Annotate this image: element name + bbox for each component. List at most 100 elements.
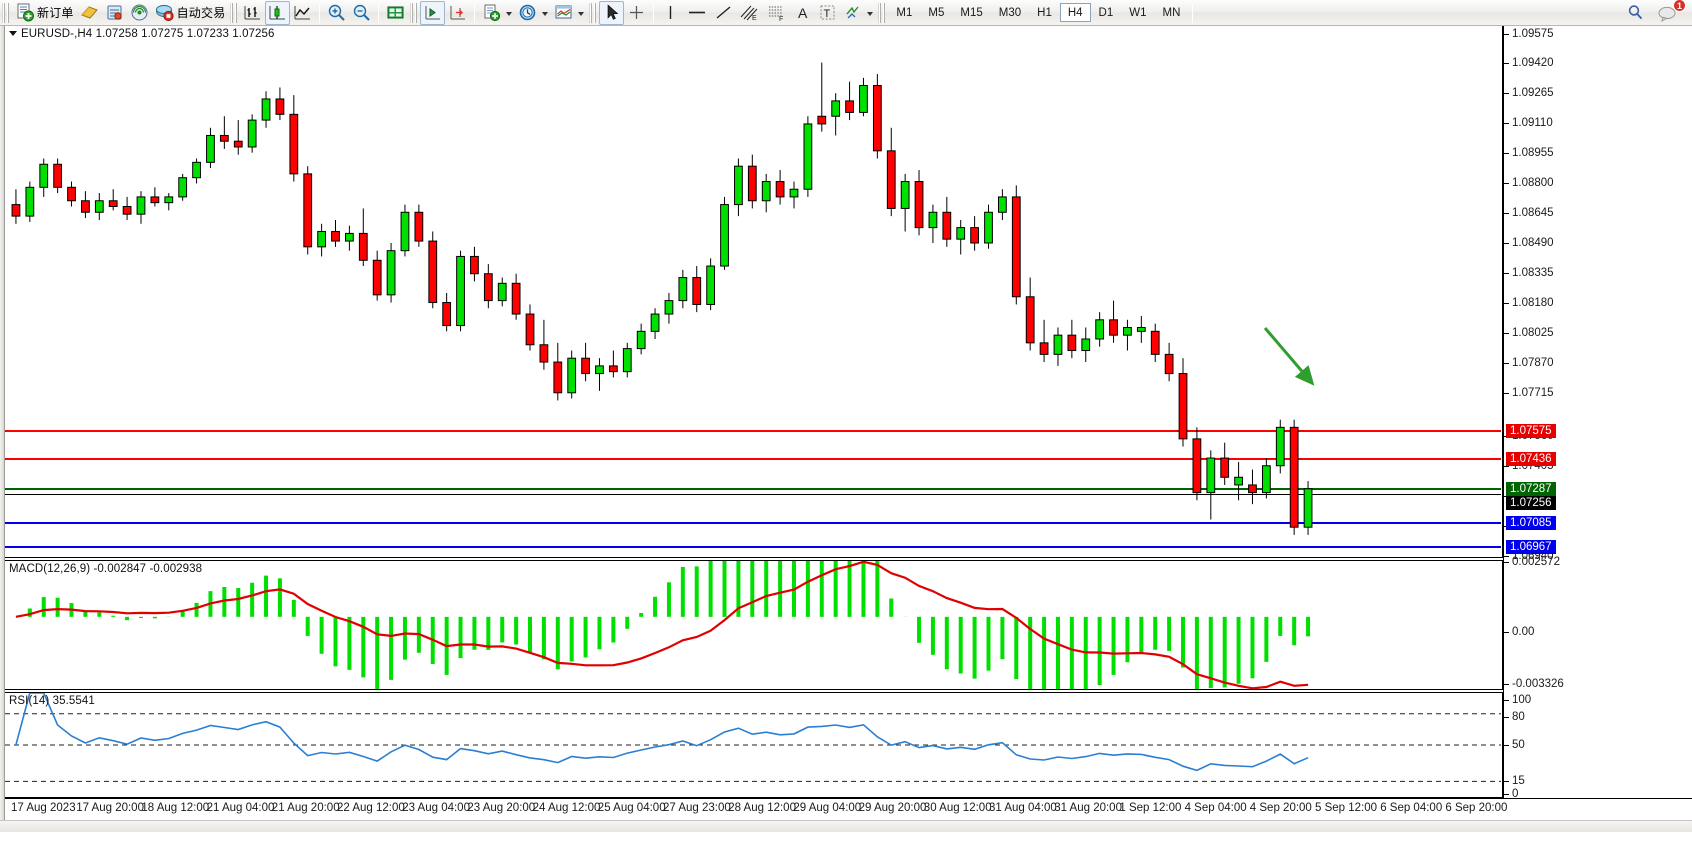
toolbar-separator-templates bbox=[474, 2, 476, 23]
crosshair-icon[interactable] bbox=[624, 1, 649, 25]
macd-pane[interactable]: MACD(12,26,9) -0.002847 -0.002938 bbox=[5, 560, 1503, 690]
time-axis-label: 1 Sep 12:00 bbox=[1119, 802, 1182, 814]
svg-text:F: F bbox=[779, 16, 783, 22]
price-tick: 1.09420 bbox=[1504, 57, 1554, 69]
time-axis-label: 30 Aug 12:00 bbox=[923, 802, 992, 814]
rsi-series bbox=[5, 693, 1501, 782]
toolbar-grip-timeframes[interactable] bbox=[878, 2, 886, 23]
search-icon[interactable] bbox=[1623, 1, 1648, 25]
templates-icon[interactable] bbox=[551, 1, 576, 25]
rsi-tick: 50 bbox=[1504, 739, 1525, 751]
toolbar-separator-zoom bbox=[319, 2, 321, 23]
timeframe-w1[interactable]: W1 bbox=[1129, 6, 1147, 19]
macd-tick: 0.002572 bbox=[1504, 556, 1560, 568]
text-box-icon[interactable]: T bbox=[815, 1, 840, 25]
level-line-black[interactable] bbox=[5, 494, 1501, 495]
time-axis-label: 21 Aug 20:00 bbox=[271, 802, 340, 814]
rsi-tick: 0 bbox=[1503, 788, 1519, 800]
timeframe-d1[interactable]: D1 bbox=[1098, 6, 1114, 19]
toolbar-grip-charttype[interactable] bbox=[230, 2, 238, 23]
price-tick: 1.09265 bbox=[1504, 87, 1554, 99]
timeframe-mn[interactable]: MN bbox=[1162, 6, 1181, 19]
toolbar-grip-drawing[interactable] bbox=[589, 2, 597, 23]
price-tick: 1.09110 bbox=[1504, 117, 1553, 129]
price-pane[interactable]: EURUSD-,H4 1.07258 1.07275 1.07233 1.072… bbox=[5, 26, 1503, 558]
line-chart-icon[interactable] bbox=[290, 1, 315, 25]
tile-windows-icon[interactable] bbox=[383, 1, 408, 25]
level-line-green[interactable] bbox=[5, 488, 1501, 490]
horizontal-line-icon[interactable] bbox=[683, 1, 711, 25]
svg-text:T: T bbox=[824, 8, 831, 20]
history-icon[interactable] bbox=[77, 1, 102, 25]
fibonacci-retracement-icon[interactable]: F bbox=[763, 1, 790, 25]
candlestick-chart-icon[interactable] bbox=[265, 0, 291, 25]
macd-tick: -0.003326 bbox=[1504, 678, 1564, 690]
time-axis-label: 5 Sep 12:00 bbox=[1315, 802, 1378, 814]
toolbar-grip-orders[interactable] bbox=[2, 2, 9, 23]
chart-vertical-scrollbar[interactable] bbox=[0, 26, 5, 832]
chat-badge: 1 bbox=[1673, 0, 1686, 12]
timeframe-m5[interactable]: M5 bbox=[928, 6, 945, 19]
templates-caret-icon[interactable] bbox=[578, 11, 585, 16]
equidistant-channel-icon[interactable]: E bbox=[736, 1, 763, 25]
time-axis-label: 31 Aug 04:00 bbox=[989, 802, 1057, 814]
new-order-label: 新订单 bbox=[37, 6, 74, 20]
chart-window: EURUSD-,H4 1.07258 1.07275 1.07233 1.072… bbox=[0, 26, 1692, 856]
auto-trading-button[interactable]: 自动交易 bbox=[152, 1, 229, 25]
arrow-cursor-icon[interactable] bbox=[599, 0, 625, 25]
indicators-caret-icon[interactable] bbox=[506, 11, 513, 16]
indicators-icon[interactable] bbox=[479, 1, 504, 25]
periods-caret-icon[interactable] bbox=[542, 11, 549, 16]
price-tag-resistance-1: 1.07575 bbox=[1506, 424, 1556, 438]
time-axis-label: 4 Sep 04:00 bbox=[1184, 802, 1247, 814]
timeframe-m1[interactable]: M1 bbox=[896, 6, 913, 19]
symbol-info-label[interactable]: EURUSD-,H4 1.07258 1.07275 1.07233 1.072… bbox=[9, 28, 275, 40]
time-axis-label: 17 Aug 20:00 bbox=[76, 802, 144, 814]
price-tag-resistance-2: 1.07436 bbox=[1506, 452, 1556, 466]
new-order-button[interactable]: 新订单 bbox=[12, 1, 77, 25]
timeframe-h4[interactable]: H4 bbox=[1059, 3, 1091, 22]
periods-clock-icon[interactable] bbox=[515, 1, 540, 25]
price-axis[interactable]: 1.09575 1.09420 1.09265 1.09110 1.08955 … bbox=[1503, 26, 1692, 800]
price-tick: 1.08645 bbox=[1504, 207, 1554, 219]
time-axis-label: 29 Aug 20:00 bbox=[858, 802, 927, 814]
rsi-pane[interactable]: RSI(14) 35.5541 bbox=[5, 692, 1503, 798]
resistance-line-2[interactable] bbox=[5, 458, 1501, 460]
toolbar-grip-scroll[interactable] bbox=[410, 2, 418, 23]
signals-icon[interactable] bbox=[127, 1, 152, 25]
timeframe-h1[interactable]: H1 bbox=[1037, 6, 1052, 19]
time-axis[interactable]: 17 Aug 2023 17 Aug 20:00 18 Aug 12:00 21 Au… bbox=[5, 798, 1692, 820]
time-axis-label: 25 Aug 04:00 bbox=[597, 802, 666, 814]
trend-arrow-annotation[interactable] bbox=[1253, 318, 1373, 408]
trendline-icon[interactable] bbox=[711, 1, 736, 25]
price-tick: 1.08800 bbox=[1504, 177, 1554, 189]
price-tick: 1.08335 bbox=[1504, 267, 1554, 279]
time-axis-label: 4 Sep 20:00 bbox=[1249, 802, 1312, 814]
bar-chart-icon[interactable] bbox=[240, 1, 265, 25]
chart-dropdown-caret-icon[interactable] bbox=[9, 31, 17, 36]
timeframe-m30[interactable]: M30 bbox=[998, 6, 1022, 19]
timeframe-m15[interactable]: M15 bbox=[960, 6, 983, 19]
support-line-2[interactable] bbox=[5, 546, 1501, 548]
macd-label: MACD(12,26,9) -0.002847 -0.002938 bbox=[9, 563, 203, 575]
auto-trading-label: 自动交易 bbox=[176, 6, 226, 20]
support-line-1[interactable] bbox=[5, 522, 1501, 524]
auto-scroll-icon[interactable] bbox=[420, 0, 446, 25]
data-window-icon[interactable] bbox=[102, 1, 127, 25]
resistance-line-1[interactable] bbox=[5, 430, 1501, 432]
symbol-info-text: EURUSD-,H4 1.07258 1.07275 1.07233 1.072… bbox=[21, 28, 275, 40]
objects-list-icon[interactable] bbox=[840, 1, 865, 25]
objects-caret-icon[interactable] bbox=[867, 11, 874, 16]
price-tag-support-1: 1.07085 bbox=[1506, 516, 1556, 530]
time-axis-label: 23 Aug 04:00 bbox=[402, 802, 470, 814]
vertical-line-icon[interactable] bbox=[658, 1, 683, 25]
status-bar bbox=[0, 820, 1692, 832]
zoom-in-icon[interactable] bbox=[324, 1, 349, 25]
time-axis-label: 31 Aug 20:00 bbox=[1054, 802, 1122, 814]
zoom-out-icon[interactable] bbox=[349, 1, 374, 25]
text-label-icon[interactable]: A bbox=[790, 1, 815, 25]
macd-series bbox=[15, 561, 1311, 689]
chat-bubble-icon[interactable]: 1 bbox=[1654, 0, 1686, 25]
chart-shift-icon[interactable] bbox=[445, 1, 470, 25]
time-axis-label: 21 Aug 04:00 bbox=[206, 802, 275, 814]
